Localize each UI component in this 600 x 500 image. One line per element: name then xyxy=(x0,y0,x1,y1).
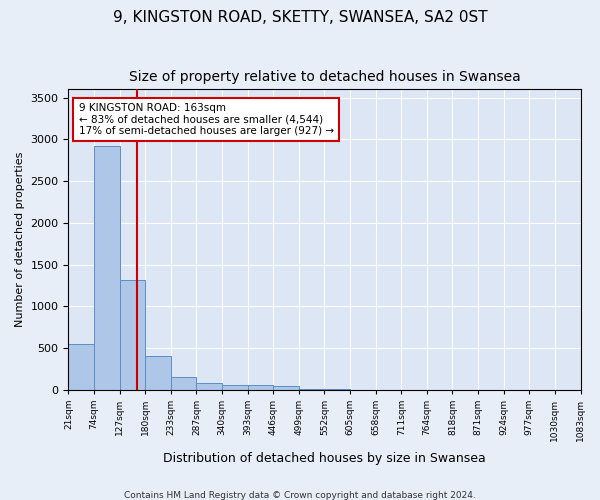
Y-axis label: Number of detached properties: Number of detached properties xyxy=(15,152,25,327)
Bar xyxy=(248,385,273,390)
Bar xyxy=(94,146,119,390)
Bar xyxy=(299,389,325,390)
Bar xyxy=(273,386,299,390)
Bar xyxy=(196,383,222,390)
Bar xyxy=(119,280,145,390)
Text: Contains HM Land Registry data © Crown copyright and database right 2024.: Contains HM Land Registry data © Crown c… xyxy=(124,490,476,500)
Bar xyxy=(145,356,171,390)
X-axis label: Distribution of detached houses by size in Swansea: Distribution of detached houses by size … xyxy=(163,452,486,465)
Bar xyxy=(171,377,196,390)
Bar xyxy=(222,385,248,390)
Text: 9 KINGSTON ROAD: 163sqm
← 83% of detached houses are smaller (4,544)
17% of semi: 9 KINGSTON ROAD: 163sqm ← 83% of detache… xyxy=(79,103,334,136)
Text: 9, KINGSTON ROAD, SKETTY, SWANSEA, SA2 0ST: 9, KINGSTON ROAD, SKETTY, SWANSEA, SA2 0… xyxy=(113,10,487,25)
Bar xyxy=(68,344,94,390)
Title: Size of property relative to detached houses in Swansea: Size of property relative to detached ho… xyxy=(128,70,520,84)
